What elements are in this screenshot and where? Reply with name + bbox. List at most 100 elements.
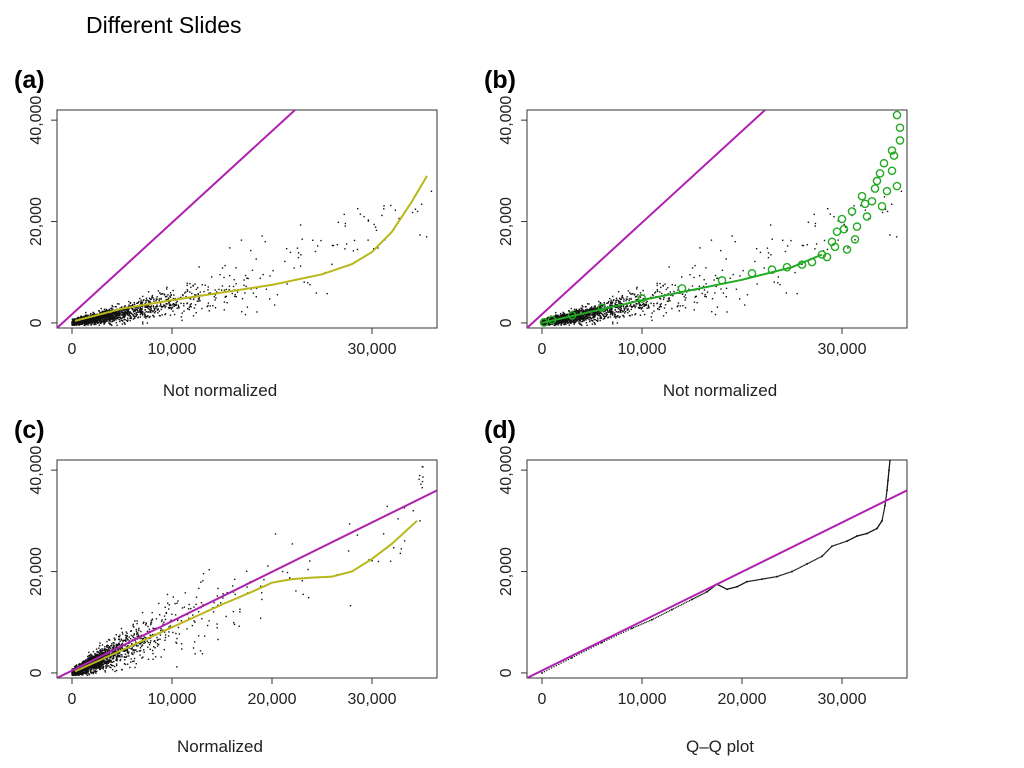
- data-point: [252, 292, 255, 294]
- data-point: [93, 316, 95, 319]
- data-point: [572, 319, 574, 321]
- data-point: [170, 294, 172, 296]
- data-point: [102, 319, 104, 321]
- data-point: [181, 312, 183, 314]
- data-point: [611, 308, 613, 310]
- data-point: [316, 245, 319, 247]
- data-point: [616, 322, 619, 324]
- data-point: [592, 312, 595, 314]
- data-point: [566, 313, 568, 315]
- data-point: [126, 317, 129, 319]
- data-point: [621, 294, 624, 297]
- data-point: [609, 313, 612, 316]
- data-point: [102, 666, 105, 669]
- data-point: [116, 317, 118, 319]
- data-point: [149, 298, 152, 300]
- data-point: [176, 307, 178, 309]
- data-point: [139, 654, 141, 656]
- data-point: [610, 309, 613, 311]
- data-point: [145, 310, 147, 313]
- data-point: [650, 316, 653, 318]
- data-point: [593, 308, 595, 310]
- data-point: [113, 316, 116, 318]
- data-point: [567, 321, 569, 323]
- data-point: [617, 301, 620, 303]
- data-point: [256, 311, 258, 313]
- data-point: [122, 650, 124, 652]
- data-point: [564, 315, 566, 317]
- data-point: [594, 307, 596, 309]
- data-point: [145, 301, 147, 303]
- x-tick-label: 0: [68, 341, 77, 358]
- data-point: [754, 260, 756, 263]
- data-point: [585, 306, 587, 308]
- data-point: [122, 309, 124, 311]
- data-point: [273, 304, 276, 306]
- data-point: [170, 307, 173, 309]
- data-point: [105, 649, 108, 651]
- data-point: [390, 204, 392, 207]
- data-point: [99, 312, 101, 314]
- data-point: [642, 310, 644, 312]
- data-point: [829, 213, 832, 215]
- data-point: [574, 310, 577, 312]
- data-point: [845, 229, 848, 232]
- data-point: [88, 651, 90, 654]
- data-point: [141, 295, 144, 298]
- data-point: [569, 312, 571, 315]
- data-point: [381, 214, 383, 217]
- data-point: [575, 309, 578, 312]
- data-point: [590, 317, 593, 319]
- data-point: [662, 298, 665, 301]
- data-point: [90, 323, 92, 325]
- data-point: [91, 322, 93, 325]
- data-point: [132, 653, 134, 656]
- data-point: [595, 319, 598, 322]
- data-point: [570, 322, 573, 324]
- data-point: [119, 634, 121, 636]
- data-point: [83, 322, 85, 324]
- data-point: [132, 303, 134, 306]
- data-point: [111, 317, 113, 319]
- data-point: [92, 655, 94, 658]
- data-point: [85, 320, 87, 322]
- data-point: [122, 319, 124, 322]
- data-point: [112, 641, 115, 644]
- data-point: [581, 308, 584, 310]
- data-point: [96, 318, 99, 320]
- data-point: [695, 295, 698, 298]
- data-point: [631, 306, 633, 308]
- data-point: [124, 310, 126, 313]
- data-point: [109, 319, 111, 322]
- data-point: [265, 288, 268, 290]
- data-point: [108, 652, 110, 655]
- data-point: [701, 292, 703, 295]
- data-point: [102, 668, 104, 670]
- data-point: [92, 317, 95, 319]
- data-point: [579, 318, 581, 321]
- data-point: [154, 641, 157, 644]
- data-point: [135, 307, 138, 309]
- data-point: [143, 651, 145, 653]
- data-point: [425, 236, 428, 238]
- data-point: [129, 638, 132, 640]
- data-point: [110, 317, 112, 319]
- data-point: [108, 660, 110, 662]
- data-point: [623, 300, 625, 302]
- data-point: [562, 315, 565, 318]
- data-point: [603, 301, 605, 304]
- data-point: [186, 282, 188, 285]
- data-point: [123, 321, 125, 324]
- data-point: [123, 306, 126, 308]
- data-point: [98, 654, 100, 656]
- data-point: [570, 319, 572, 322]
- data-point: [197, 287, 199, 289]
- highlighted-point: [767, 265, 777, 274]
- data-point: [135, 315, 137, 318]
- data-point: [186, 284, 188, 287]
- data-point: [693, 276, 695, 279]
- data-point: [546, 316, 549, 319]
- data-point: [107, 318, 110, 320]
- data-point: [714, 274, 717, 277]
- data-point: [563, 321, 565, 324]
